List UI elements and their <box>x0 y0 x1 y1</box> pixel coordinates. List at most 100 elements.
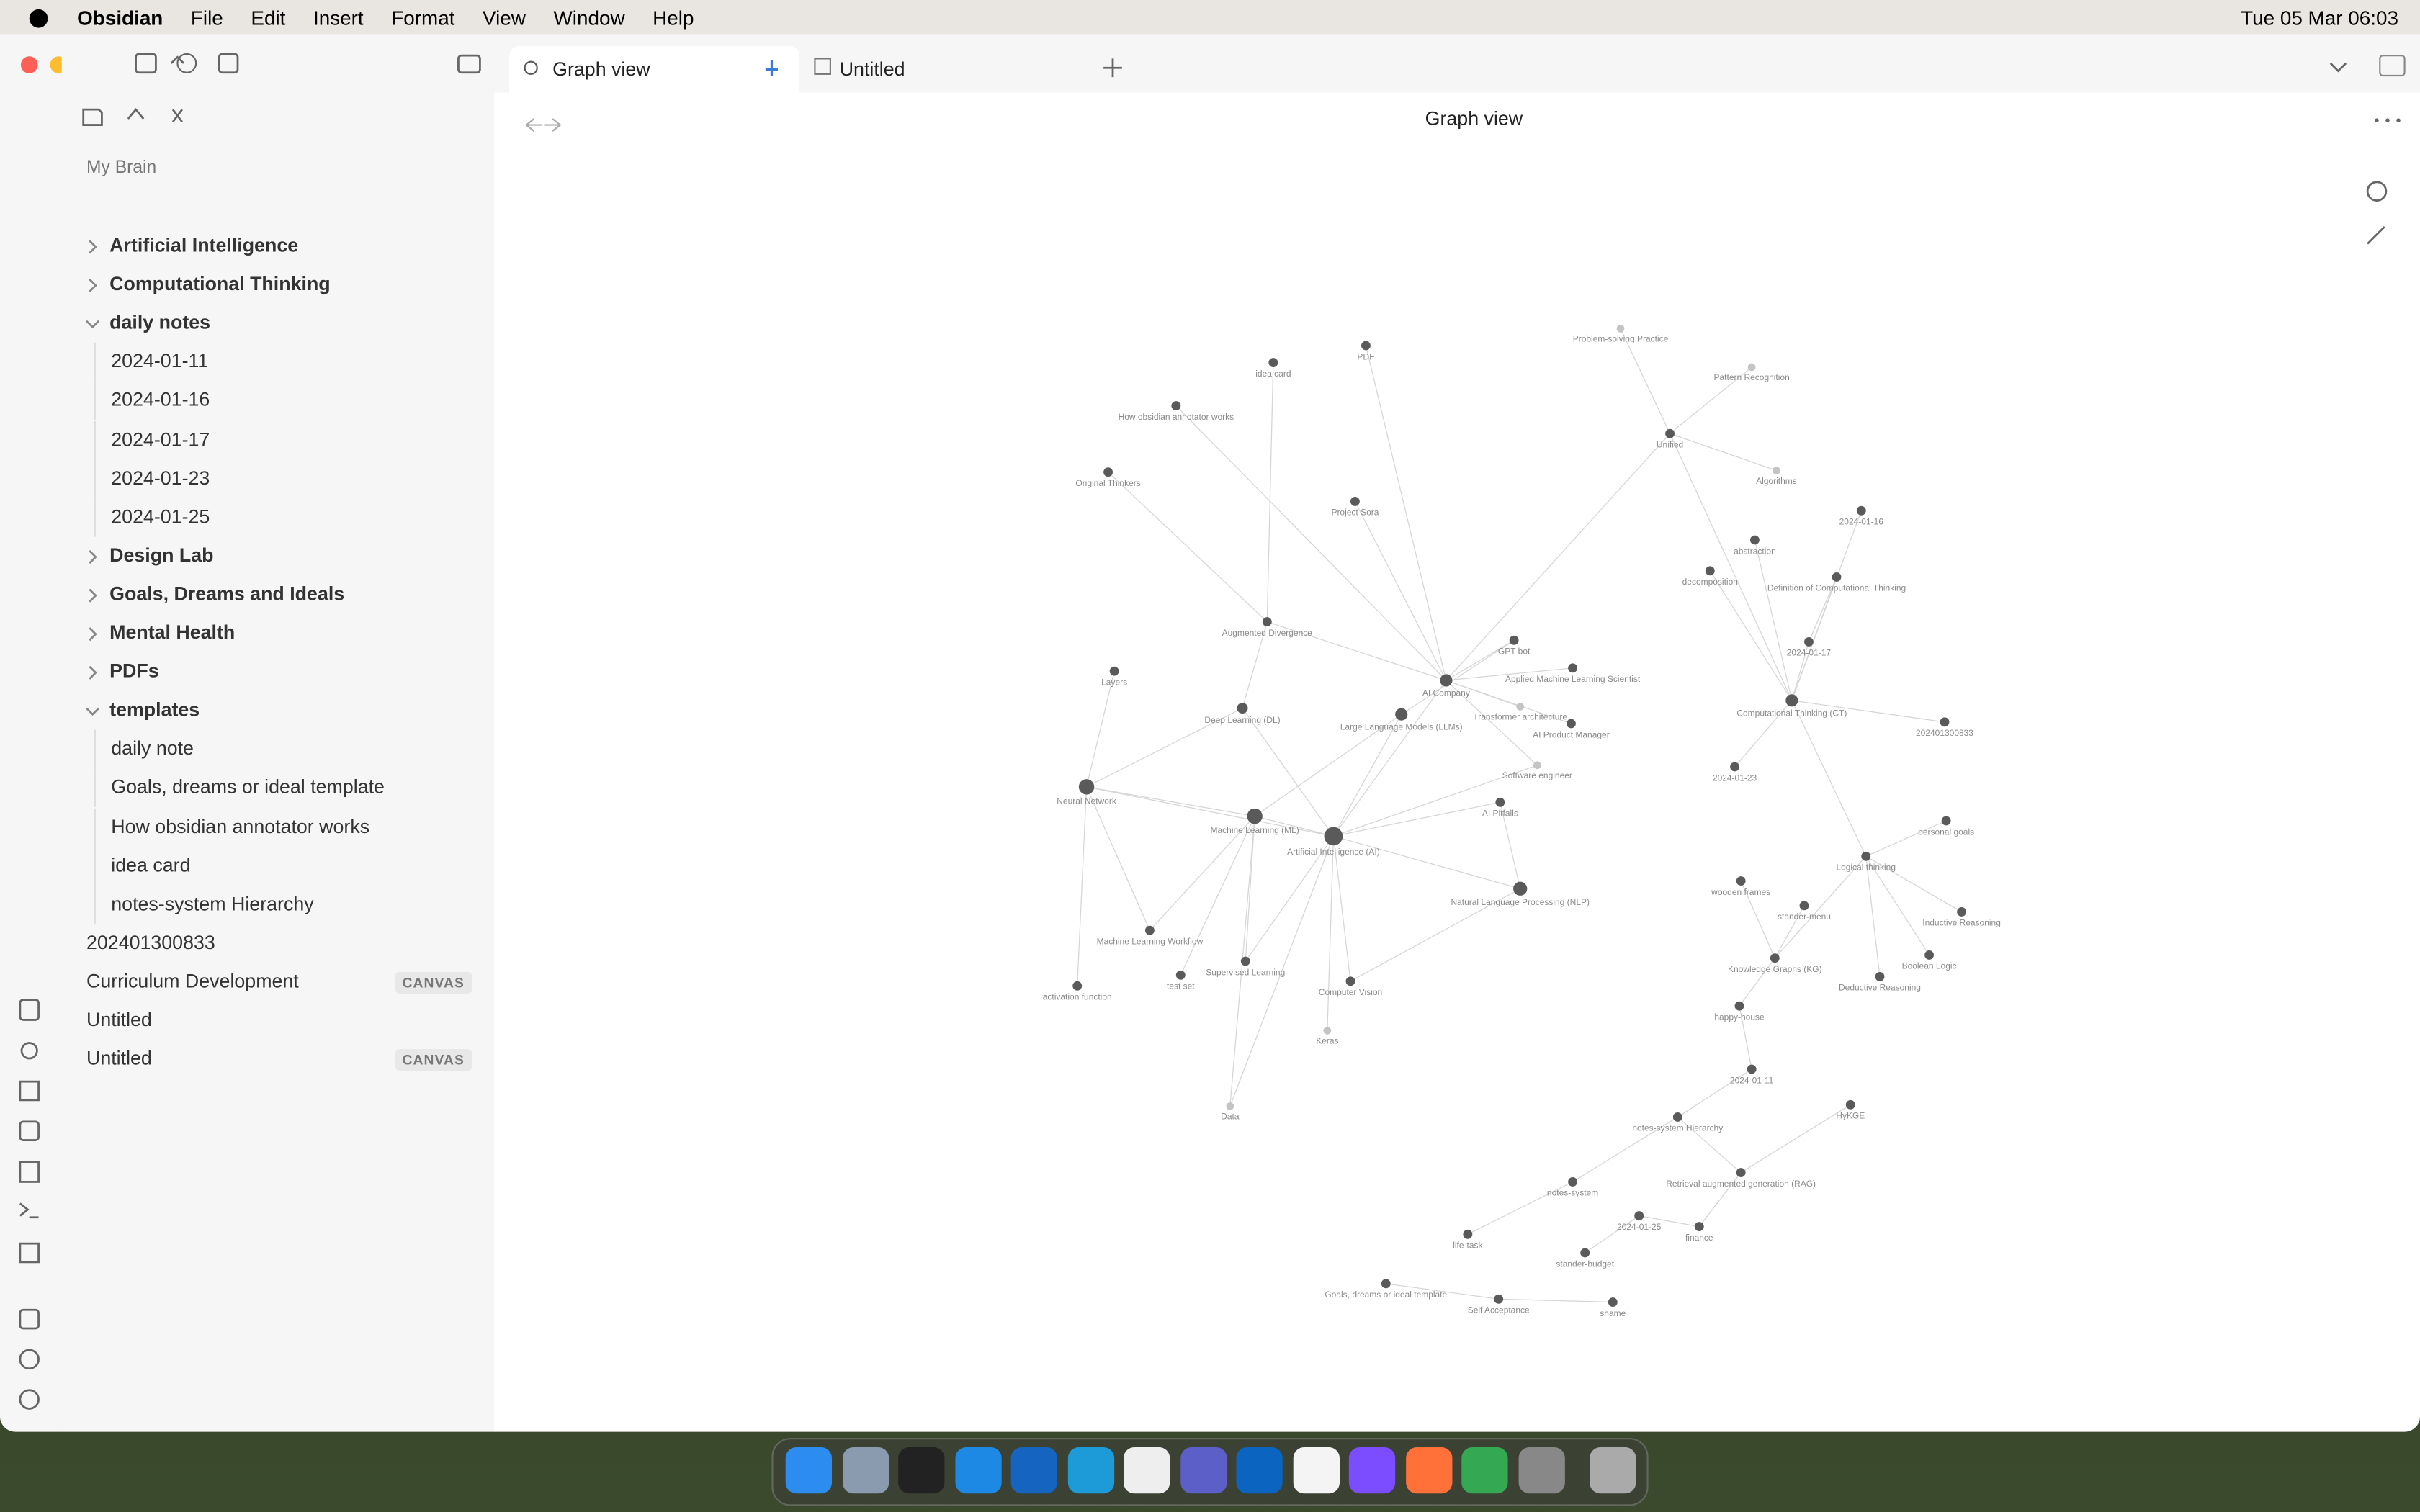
tree-item[interactable]: How obsidian annotator works <box>111 815 370 837</box>
graph-node[interactable] <box>1832 572 1842 582</box>
graph-node[interactable] <box>1175 970 1186 980</box>
graph-node[interactable] <box>1463 1229 1473 1239</box>
dock-app[interactable] <box>954 1446 1001 1494</box>
graph-node[interactable] <box>1171 401 1181 410</box>
graph-node[interactable] <box>1533 761 1541 770</box>
graph-node[interactable] <box>1608 1297 1618 1307</box>
graph-node[interactable] <box>1103 467 1113 477</box>
graph-node[interactable] <box>1941 816 1951 826</box>
graph-node[interactable] <box>1440 674 1453 687</box>
tree-item[interactable]: Goals, Dreams and Ideals <box>109 582 345 605</box>
graph-node[interactable] <box>1226 1102 1234 1110</box>
tree-item[interactable]: daily note <box>111 737 194 760</box>
graph-node[interactable] <box>1856 505 1866 516</box>
graph-node[interactable] <box>1495 797 1505 807</box>
graph-node[interactable] <box>1734 1001 1744 1011</box>
menu-item[interactable]: Edit <box>251 5 286 29</box>
graph-node[interactable] <box>1516 703 1525 711</box>
graph-node[interactable] <box>1567 719 1576 729</box>
graph-node[interactable] <box>1145 925 1155 935</box>
graph-node[interactable] <box>1513 881 1528 896</box>
graph-node[interactable] <box>1665 428 1675 438</box>
graph-node[interactable] <box>1785 694 1798 707</box>
graph-node[interactable] <box>1247 808 1263 824</box>
tree-item[interactable]: 2024-01-23 <box>111 467 210 489</box>
menu-item[interactable]: View <box>483 5 526 29</box>
graph-node[interactable] <box>1940 717 1950 727</box>
graph-node[interactable] <box>1240 956 1250 966</box>
menu-item[interactable]: Window <box>553 5 625 29</box>
tab[interactable]: Graph view <box>509 46 799 93</box>
graph-node[interactable] <box>1736 876 1746 886</box>
tree-item[interactable]: daily notes <box>109 312 211 334</box>
tree-item[interactable]: notes-system Hierarchy <box>111 893 314 915</box>
graph-node[interactable] <box>1078 779 1095 795</box>
graph-node[interactable] <box>1323 1027 1332 1035</box>
tree-item[interactable]: Design Lab <box>109 544 214 566</box>
graph-node[interactable] <box>1875 972 1885 981</box>
graph-node[interactable] <box>1799 901 1809 911</box>
graph-node[interactable] <box>1395 708 1408 721</box>
graph-node[interactable] <box>1381 1279 1391 1289</box>
tree-item[interactable]: PDFs <box>109 660 159 683</box>
graph-node[interactable] <box>1361 341 1371 351</box>
graph-node[interactable] <box>1634 1211 1644 1220</box>
graph-node[interactable] <box>1957 907 1966 917</box>
tree-item[interactable]: Computational Thinking <box>109 273 331 295</box>
graph-node[interactable] <box>1509 635 1519 645</box>
dock-app[interactable] <box>1348 1446 1396 1494</box>
dock-app[interactable] <box>841 1446 889 1494</box>
menu-item[interactable]: Insert <box>313 5 364 29</box>
graph-node[interactable] <box>1324 827 1343 846</box>
tree-item[interactable]: idea card <box>111 854 191 876</box>
tree-item[interactable]: Goals, dreams or ideal template <box>111 776 385 798</box>
dock-app[interactable] <box>1518 1446 1564 1494</box>
tree-item[interactable]: Artificial Intelligence <box>109 234 299 256</box>
graph-node[interactable] <box>1580 1248 1590 1258</box>
menu-item[interactable]: File <box>190 5 223 29</box>
graph-node[interactable] <box>1730 762 1739 772</box>
graph[interactable]: Artificial Intelligence (AI) Neural Netwo… <box>494 93 2420 1432</box>
tree-item[interactable]: 202401300833 <box>86 931 215 953</box>
graph-node[interactable] <box>1672 1112 1682 1122</box>
graph-node[interactable] <box>1747 1064 1757 1074</box>
graph-node[interactable] <box>1072 981 1083 991</box>
tree-item[interactable]: Mental Health <box>109 621 236 644</box>
graph-node[interactable] <box>1773 467 1780 474</box>
tree-item[interactable]: 2024-01-11 <box>111 351 209 373</box>
dock-app[interactable] <box>1590 1446 1636 1494</box>
tab[interactable]: Untitled <box>839 58 905 81</box>
dock-app[interactable] <box>1067 1446 1114 1494</box>
graph-node[interactable] <box>1861 851 1871 861</box>
graph-node[interactable] <box>1109 666 1119 676</box>
tree-item[interactable]: templates <box>109 699 200 721</box>
graph-node[interactable] <box>1616 325 1625 333</box>
graph-node[interactable] <box>1268 358 1278 367</box>
tree-item[interactable]: 2024-01-16 <box>111 389 210 411</box>
graph-node[interactable] <box>1568 663 1577 673</box>
graph-node[interactable] <box>1494 1294 1504 1304</box>
tree-item[interactable]: 2024-01-25 <box>111 505 210 528</box>
apple-menu[interactable] <box>28 4 50 29</box>
menu-item[interactable]: Help <box>653 5 694 29</box>
graph-node[interactable] <box>1736 1168 1746 1177</box>
dock-app[interactable] <box>1124 1446 1170 1494</box>
dock-app[interactable] <box>1405 1446 1452 1494</box>
dock-app[interactable] <box>1180 1446 1227 1494</box>
graph-node[interactable] <box>1350 497 1360 506</box>
graph-node[interactable] <box>1262 617 1272 626</box>
graph-node[interactable] <box>1568 1177 1577 1187</box>
dock-app[interactable] <box>1292 1446 1339 1494</box>
graph-node[interactable] <box>1845 1099 1855 1110</box>
dock-app[interactable] <box>1461 1446 1508 1494</box>
dock-app[interactable] <box>785 1446 832 1494</box>
graph-node[interactable] <box>1705 566 1715 576</box>
graph-node[interactable] <box>1694 1222 1704 1231</box>
graph-node[interactable] <box>1237 703 1248 714</box>
graph-node[interactable] <box>1804 637 1814 647</box>
tree-item[interactable]: Curriculum Development <box>86 970 299 992</box>
graph-node[interactable] <box>1750 535 1760 545</box>
menu-item[interactable]: Format <box>391 5 455 29</box>
graph-node[interactable] <box>1747 363 1756 372</box>
app-menu[interactable]: Obsidian <box>77 5 163 29</box>
